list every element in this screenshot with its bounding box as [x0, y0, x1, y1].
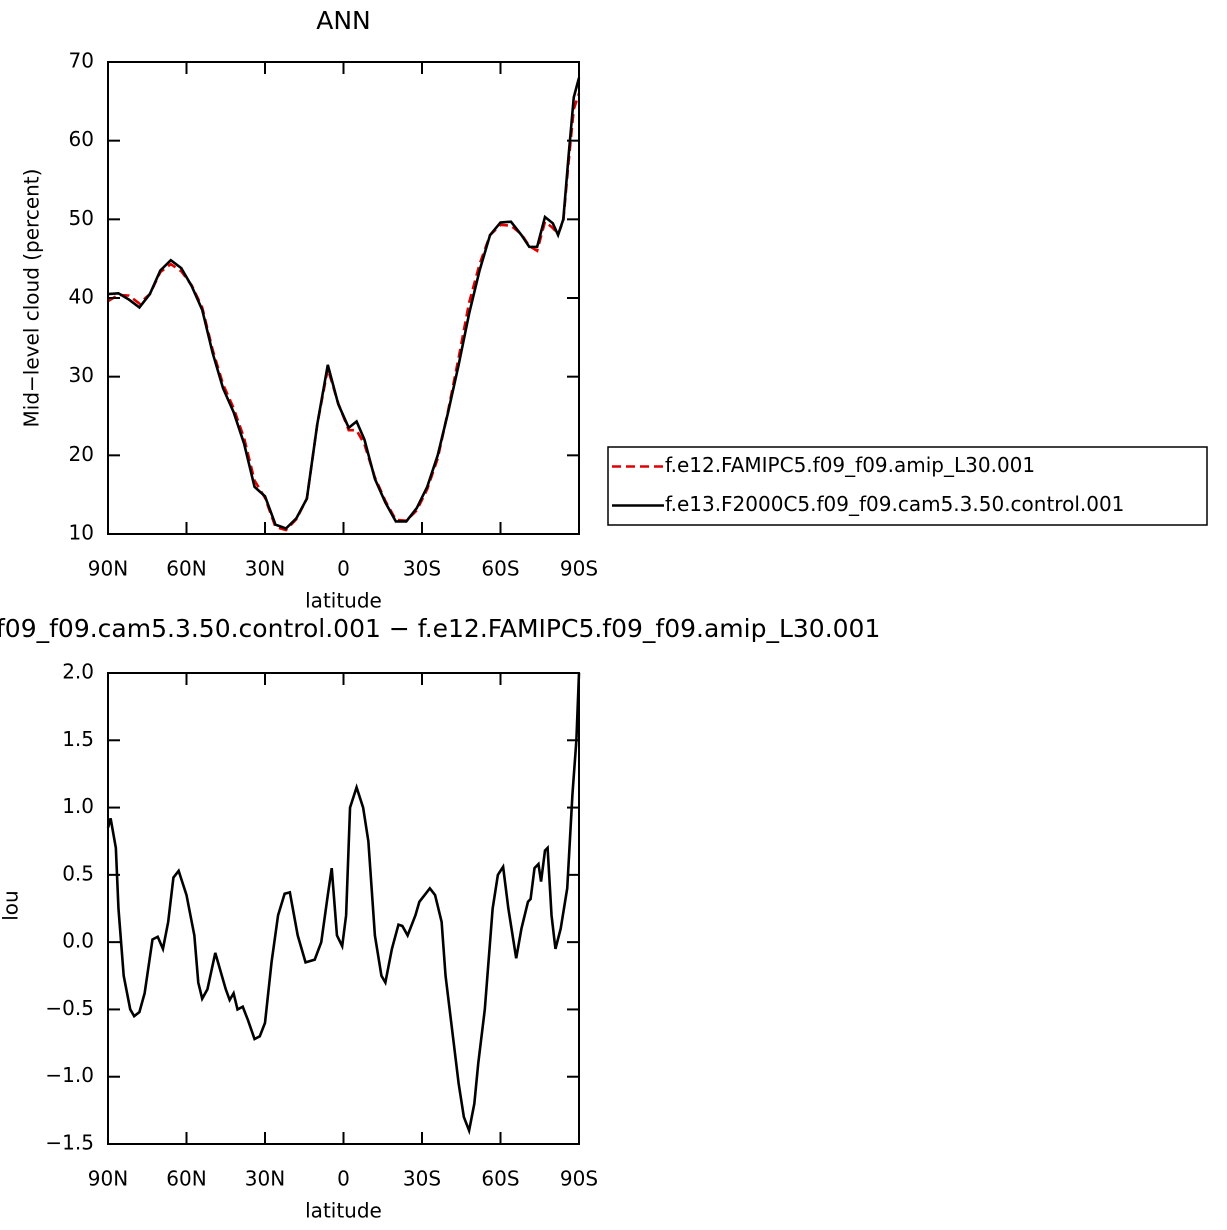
x-tick-label: 60N [166, 557, 206, 581]
data-line [107, 93, 581, 532]
y-tick-label: 60 [69, 127, 94, 151]
x-tick-label: 60N [166, 1167, 206, 1191]
x-tick-label: 0 [337, 557, 350, 581]
x-tick-label: 0 [337, 1167, 350, 1191]
y-tick-label: 40 [69, 285, 94, 309]
legend-label: f.e13.F2000C5.f09_f09.cam5.3.50.control.… [665, 492, 1124, 516]
y-tick-label: 0.5 [62, 861, 94, 885]
plot-frame [107, 61, 580, 535]
x-tick-label: 90S [560, 1167, 598, 1191]
y-tick-label: 70 [69, 49, 94, 73]
chart-title: ANN [316, 6, 371, 35]
y-tick-label: 2.0 [62, 660, 94, 684]
y-axis-label: Mid−level cloud (percent) [20, 169, 44, 428]
y-tick-label: 10 [69, 521, 94, 545]
y-tick-label: −0.5 [45, 996, 94, 1020]
x-tick-label: 90S [560, 557, 598, 581]
x-tick-label: 30N [245, 1167, 285, 1191]
y-tick-label: 50 [69, 206, 94, 230]
y-tick-label: 1.0 [62, 794, 94, 818]
x-tick-label: 90N [88, 557, 128, 581]
x-tick-label: 60S [481, 557, 519, 581]
x-tick-label: 30S [403, 1167, 441, 1191]
data-line [106, 672, 581, 1136]
x-tick-label: 30S [403, 557, 441, 581]
y-tick-label: −1.5 [45, 1131, 94, 1155]
x-tick-label: 60S [481, 1167, 519, 1191]
y-tick-label: 30 [69, 363, 94, 387]
x-tick-label: 90N [88, 1167, 128, 1191]
x-axis-label: latitude [305, 1199, 382, 1223]
legend-box [607, 446, 1208, 526]
x-axis-label: latitude [305, 589, 382, 613]
x-tick-label: 30N [245, 557, 285, 581]
y-tick-label: 0.0 [62, 929, 94, 953]
data-line [107, 77, 581, 531]
y-tick-label: 1.5 [62, 727, 94, 751]
y-tick-label: 20 [69, 442, 94, 466]
chart-title: f.e13.F2000C5.f09_f09.cam5.3.50.control.… [0, 614, 880, 643]
y-tick-label: −1.0 [45, 1063, 94, 1087]
y-axis-label: Mid−level cloud (percent) [0, 779, 23, 1038]
legend-label: f.e12.FAMIPC5.f09_f09.amip_L30.001 [665, 453, 1035, 477]
